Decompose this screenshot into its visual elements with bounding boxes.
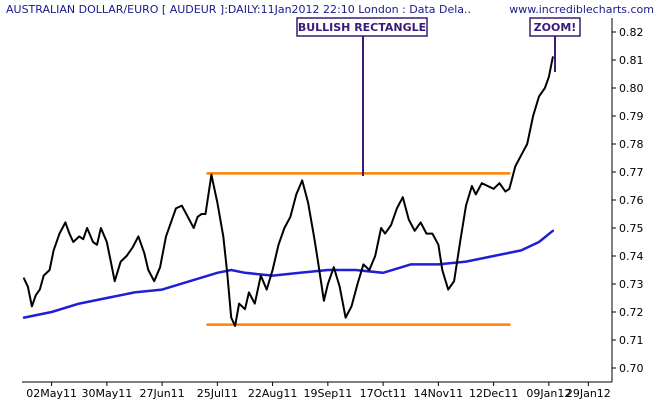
- chart-title: AUSTRALIAN DOLLAR/EURO [ AUDEUR ]:DAILY:…: [6, 3, 471, 16]
- x-tick-label: 25Jul11: [197, 387, 238, 400]
- pattern-label: BULLISH RECTANGLE: [298, 21, 426, 34]
- x-tick-label: 29Jan12: [566, 387, 611, 400]
- x-tick-label: 27Jun11: [140, 387, 185, 400]
- series-layer: [22, 56, 555, 327]
- x-tick-label: 30May11: [81, 387, 132, 400]
- y-tick-label: 0.70: [619, 362, 644, 375]
- annotations: BULLISH RECTANGLE ZOOM!: [296, 17, 581, 176]
- y-tick-label: 0.76: [619, 194, 644, 207]
- y-tick-label: 0.78: [619, 138, 644, 151]
- y-tick-label: 0.77: [619, 166, 644, 179]
- x-tick-label: 17Oct11: [360, 387, 407, 400]
- y-tick-label: 0.73: [619, 278, 644, 291]
- x-tick-label: 02May11: [26, 387, 77, 400]
- site-label[interactable]: www.incrediblecharts.com: [509, 3, 654, 16]
- y-tick-label: 0.79: [619, 110, 644, 123]
- y-tick-label: 0.72: [619, 306, 644, 319]
- price-line: [23, 56, 554, 327]
- x-tick-label: 19Sep11: [303, 387, 352, 400]
- y-tick-label: 0.74: [619, 250, 644, 263]
- y-tick-label: 0.82: [619, 26, 644, 39]
- zoom-label: ZOOM!: [534, 21, 577, 34]
- x-tick-label: 14Nov11: [414, 387, 463, 400]
- y-axis-ticks: 0.70 0.71 0.72 0.73 0.74 0.75 0.76 0.77 0.78 0.79…: [612, 26, 644, 375]
- y-tick-label: 0.81: [619, 54, 644, 67]
- x-tick-label: 12Dec11: [469, 387, 518, 400]
- x-tick-label: 22Aug11: [248, 387, 297, 400]
- x-axis-ticks: 02May11 30May11 27Jun11 25Jul11 22Aug11 19Sep…: [26, 382, 611, 400]
- y-tick-label: 0.75: [619, 222, 644, 235]
- y-tick-label: 0.71: [619, 334, 644, 347]
- y-tick-label: 0.80: [619, 82, 644, 95]
- x-tick-label: 09Jan12: [526, 387, 571, 400]
- moving-average-line: [22, 229, 555, 319]
